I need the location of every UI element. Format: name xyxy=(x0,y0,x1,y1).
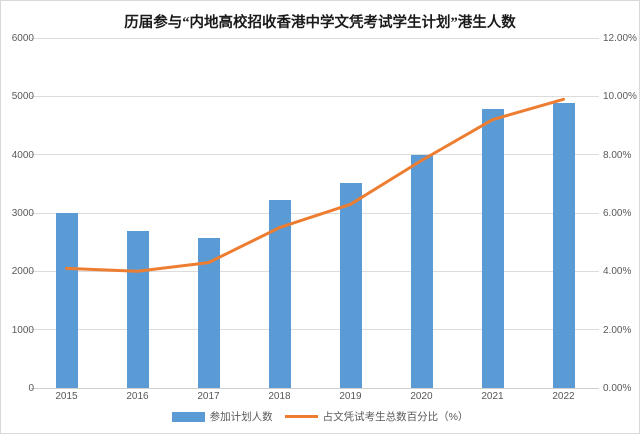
left-axis-tick-label: 2000 xyxy=(11,266,34,278)
left-axis-tick-label: 6000 xyxy=(11,33,34,44)
left-axis-tick-label: 4000 xyxy=(11,149,34,161)
bar-2015 xyxy=(55,213,78,388)
x-axis-tick-label: 2015 xyxy=(55,391,78,402)
right-axis-tick-label: 12.00% xyxy=(603,33,637,44)
line-series-swatch xyxy=(284,415,318,418)
right-axis-tick-label: 0.00% xyxy=(603,383,632,394)
x-axis-tick-label: 2018 xyxy=(268,391,291,402)
bar-2022 xyxy=(552,102,575,388)
right-axis-tick-label: 4.00% xyxy=(603,266,632,278)
x-axis-tick-label: 2019 xyxy=(339,391,362,402)
gridline xyxy=(31,37,599,39)
left-axis-tick-label: 3000 xyxy=(11,208,34,219)
line-series-label: 占文凭试考生总数百分比（%） xyxy=(322,411,469,423)
legend: 参加计划人数 占文凭试考生总数百分比（%） xyxy=(1,409,639,424)
bar-2021 xyxy=(481,109,504,388)
gridline xyxy=(31,95,599,97)
gridline xyxy=(31,212,599,214)
left-axis-tick-label: 0 xyxy=(28,383,34,394)
bar-2017 xyxy=(197,237,220,388)
bar-series-label: 参加计划人数 xyxy=(209,411,273,423)
bar-2016 xyxy=(126,230,149,388)
gridline xyxy=(31,329,599,331)
chart-title: 历届参与“内地高校招收香港中学文凭考试学生计划”港生人数 xyxy=(124,15,516,31)
x-axis-tick-label: 2022 xyxy=(552,391,575,402)
bar-series-swatch xyxy=(171,411,205,422)
right-axis-tick-label: 10.00% xyxy=(603,91,637,103)
gridline xyxy=(31,270,599,272)
right-axis-tick-label: 2.00% xyxy=(603,324,632,336)
gridline xyxy=(31,154,599,156)
bar-2018 xyxy=(268,200,291,388)
x-axis-tick-label: 2021 xyxy=(481,391,504,402)
x-axis-tick-label: 2016 xyxy=(126,391,149,402)
x-axis-tick-label: 2017 xyxy=(197,391,220,402)
left-axis-tick-label: 5000 xyxy=(11,91,34,103)
x-axis-tick-label: 2020 xyxy=(410,391,433,402)
bar-2019 xyxy=(339,182,362,388)
right-axis-tick-label: 6.00% xyxy=(603,208,632,219)
right-axis-tick-label: 8.00% xyxy=(603,149,632,161)
x-axis-baseline xyxy=(31,387,599,389)
left-axis-tick-label: 1000 xyxy=(11,324,34,336)
bar-2020 xyxy=(410,154,433,388)
